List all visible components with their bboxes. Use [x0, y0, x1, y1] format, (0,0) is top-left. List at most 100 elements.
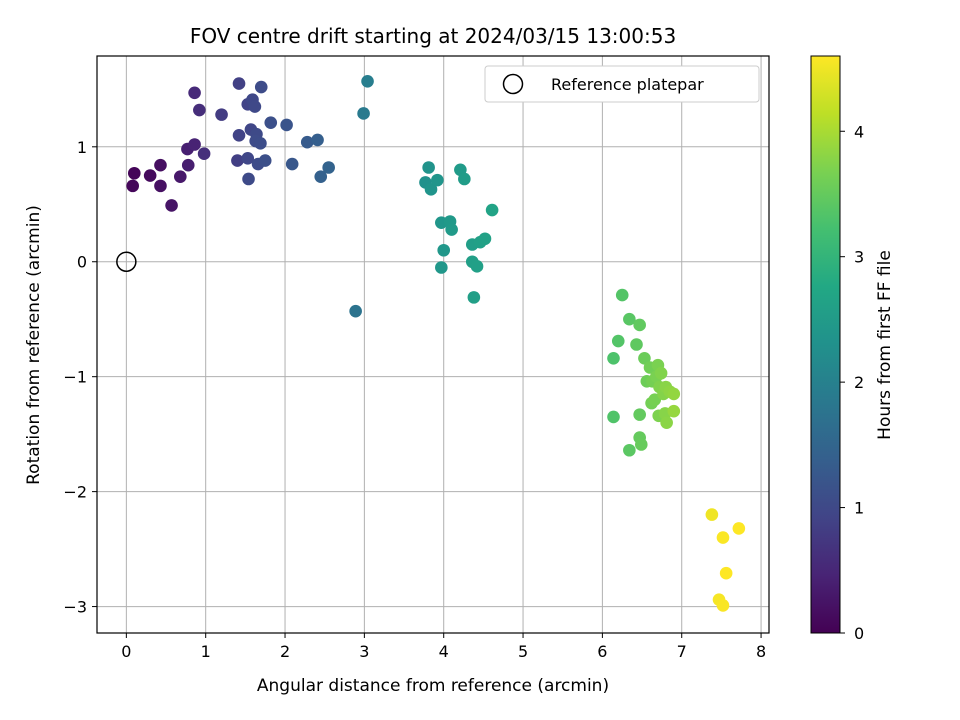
data-point [311, 133, 324, 147]
colorbar-ticks: 0 1 2 3 4 [840, 122, 864, 643]
data-point [716, 531, 730, 544]
data-point [300, 135, 314, 149]
data-point [623, 443, 636, 457]
data-point [285, 157, 299, 171]
plot-frame [96, 55, 770, 634]
data-point [197, 147, 211, 160]
data-point [435, 261, 448, 274]
reference-platepar-marker [116, 251, 137, 272]
x-tick-label: 0 [121, 642, 131, 661]
data-point [232, 77, 246, 90]
colorbar-tick-label: 4 [854, 122, 864, 141]
data-point [126, 179, 140, 193]
data-point [174, 170, 187, 183]
legend-box [484, 65, 760, 103]
colorbar: 0 1 2 3 4 Hours from first FF file [810, 55, 895, 643]
data-point [258, 154, 272, 167]
legend-marker-reference [502, 73, 524, 95]
data-point [248, 100, 262, 113]
data-point [264, 116, 278, 129]
data-point [231, 154, 244, 167]
x-tick-label: 6 [597, 642, 607, 661]
colorbar-label: Hours from first FF file [875, 250, 895, 440]
x-tick-label: 1 [201, 642, 211, 661]
data-point [314, 170, 328, 183]
data-point [437, 243, 451, 257]
data-point [719, 566, 733, 580]
data-point [232, 129, 246, 142]
data-point [607, 410, 620, 424]
data-point [424, 183, 438, 196]
data-point [154, 179, 167, 193]
data-point [633, 318, 646, 332]
data-point [242, 172, 255, 186]
data-point [467, 291, 481, 304]
colorbar-tick-label: 2 [854, 373, 864, 392]
data-point [143, 169, 157, 182]
chart-title: FOV centre drift starting at 2024/03/15 … [190, 24, 676, 48]
data-point [431, 173, 444, 187]
data-point [193, 103, 206, 117]
legend: Reference platepar [484, 65, 760, 103]
data-point [188, 86, 201, 100]
data-point [660, 416, 673, 429]
grid-layer [97, 56, 769, 633]
data-point [445, 223, 458, 236]
data-point [478, 232, 492, 246]
data-point [127, 166, 141, 180]
colorbar-tick-label: 3 [854, 248, 864, 267]
colorbar-gradient [810, 55, 841, 634]
x-tick-label: 2 [280, 642, 290, 661]
data-point [215, 108, 228, 121]
y-tick-label: −3 [63, 598, 87, 617]
colorbar-tick-label: 0 [854, 624, 864, 643]
y-tick-label: 0 [77, 253, 87, 272]
data-point [349, 304, 362, 318]
y-axis-ticks: −3 −2 −1 0 1 [63, 138, 97, 617]
x-tick-label: 4 [439, 642, 449, 661]
data-point [667, 404, 681, 418]
x-axis-ticks: 0 1 2 3 4 5 6 7 8 [121, 633, 766, 661]
y-tick-label: 1 [77, 138, 87, 157]
reference-layer [116, 251, 137, 272]
data-point [615, 288, 629, 302]
data-point [633, 408, 646, 421]
data-point [716, 599, 730, 612]
data-point [188, 138, 201, 151]
data-point [181, 158, 195, 172]
data-point [280, 118, 293, 132]
data-point [241, 151, 255, 165]
data-point [705, 508, 719, 521]
data-point [634, 438, 648, 451]
y-tick-label: −2 [63, 483, 87, 502]
data-point [732, 522, 746, 535]
x-tick-label: 3 [359, 642, 369, 661]
data-point [485, 203, 499, 217]
data-point [165, 199, 178, 212]
data-point [607, 351, 620, 365]
data-point [630, 338, 643, 351]
data-point [638, 351, 651, 365]
data-point [357, 107, 370, 120]
y-tick-label: −1 [63, 368, 87, 387]
data-point [458, 172, 471, 186]
colorbar-tick-label: 1 [854, 499, 864, 518]
data-point [611, 334, 625, 348]
points-layer [126, 74, 746, 612]
x-tick-label: 5 [518, 642, 528, 661]
legend-label-reference: Reference platepar [551, 75, 704, 94]
data-point [254, 80, 268, 94]
data-point [154, 158, 167, 172]
data-point [322, 161, 335, 174]
data-point [667, 387, 681, 401]
data-point [623, 312, 636, 326]
data-point [422, 161, 435, 174]
data-point [470, 260, 484, 273]
y-axis-label: Rotation from reference (arcmin) [24, 205, 44, 485]
x-tick-label: 7 [677, 642, 687, 661]
x-tick-label: 8 [756, 642, 766, 661]
x-axis-label: Angular distance from reference (arcmin) [257, 676, 609, 696]
data-point [254, 137, 267, 150]
data-point [361, 74, 374, 88]
